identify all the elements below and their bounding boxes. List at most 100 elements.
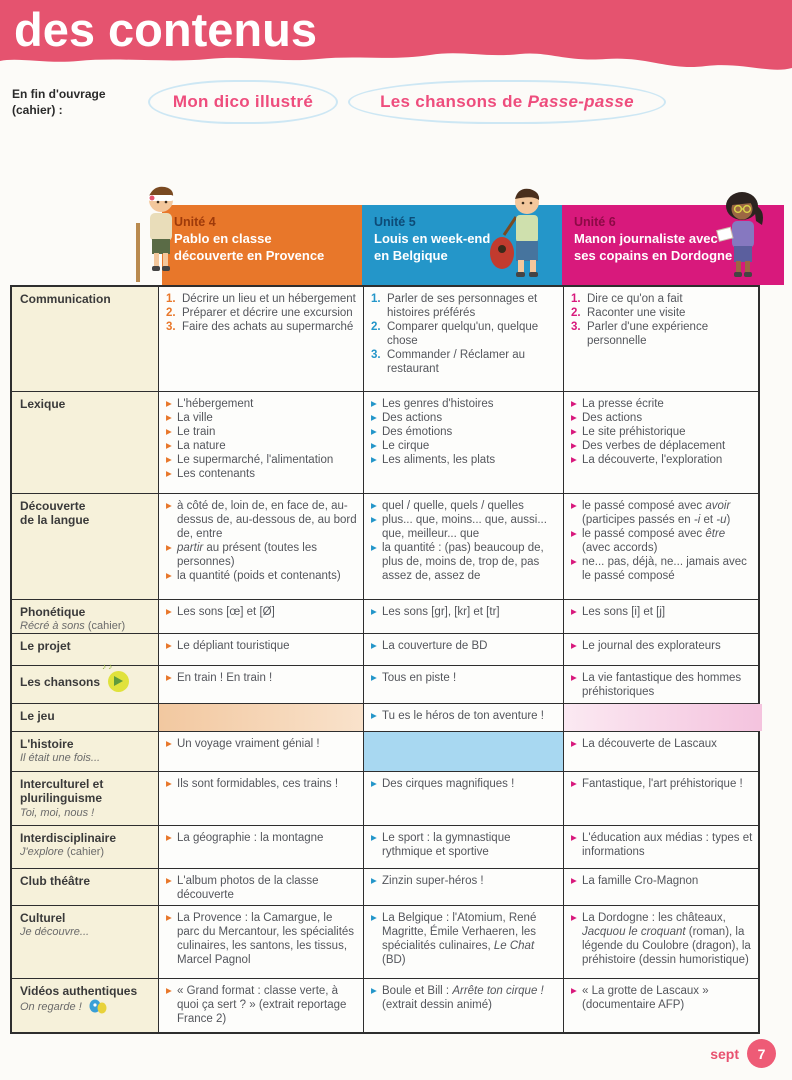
cell-item: ▶ La famille Cro-Magnon <box>571 874 756 888</box>
table-cell: ▶ La découverte de Lascaux <box>564 732 762 771</box>
row-label-cell: Interculturel et plurilinguisme Toi, moi,… <box>12 772 159 825</box>
item-text: « La grotte de Lascaux » (documentaire A… <box>582 985 709 1012</box>
bullet-icon: ▶ <box>166 454 172 464</box>
bullet-icon: ▶ <box>571 426 577 436</box>
row-label: L'histoire <box>20 737 74 751</box>
banner-background <box>0 0 792 70</box>
cell-item: 1. Décrire un lieu et un hébergement <box>166 292 357 306</box>
bullet-icon: ▶ <box>371 912 377 922</box>
item-text: La vie fantastique des hommes préhistori… <box>582 672 742 699</box>
bullet-icon: ▶ <box>166 985 172 995</box>
unit6-number: Unité 6 <box>574 215 616 229</box>
unit6-title: Manon journaliste avec ses copains en Do… <box>574 231 733 263</box>
table-cell: ▶ L'éducation aux médias : types et infor… <box>564 826 762 868</box>
bullet-icon: ▶ <box>371 875 377 885</box>
cell-item: ▶ Des cirques magnifiques ! <box>371 777 557 791</box>
cell-item: ▶ plus... que, moins... que, aussi... que… <box>371 513 557 541</box>
table-cell: 1. Dire ce qu'on a fait 2. Raconter une vis… <box>564 287 762 391</box>
bullet-icon: ▶ <box>371 412 377 422</box>
table-cell: 1. Décrire un lieu et un hébergement 2. Pré… <box>159 287 364 391</box>
table-cell: ▶ Fantastique, l'art préhistorique ! <box>564 772 762 825</box>
cell-item: ▶ L'hébergement <box>166 397 357 411</box>
bullet-icon: ▶ <box>166 398 172 408</box>
bullet-icon: ▶ <box>371 778 377 788</box>
table-cell: ▶ En train ! En train ! <box>159 666 364 703</box>
item-text: Préparer et décrire une excursion <box>182 307 353 320</box>
cell-item: ▶ Fantastique, l'art préhistorique ! <box>571 777 756 791</box>
table-cell: ▶ Un voyage vraiment génial ! <box>159 732 364 771</box>
row-sublabel: Je découvre... <box>20 926 90 939</box>
item-text: Tu es le héros de ton aventure ! <box>382 710 544 722</box>
chansons-link: Les chansons de Passe-passe <box>348 80 666 124</box>
cell-item: ▶ Les genres d'histoires <box>371 397 557 411</box>
item-text: La découverte, l'exploration <box>582 454 723 467</box>
cell-item: ▶ la quantité : (pas) beaucoup de, plus d… <box>371 541 557 583</box>
table-cell: ▶ Les sons [gr], [kr] et [tr] <box>364 600 564 633</box>
bullet-icon: ▶ <box>166 738 172 748</box>
bullet-icon: ▶ <box>571 454 577 464</box>
row-label-cell: Découverte de la langue <box>12 494 159 599</box>
bullet-icon: ▶ <box>571 500 577 510</box>
unit4-number: Unité 4 <box>174 215 216 229</box>
bullet-icon: ▶ <box>166 440 172 450</box>
item-text: Boule et Bill : Arrête ton cirque ! (ext… <box>382 985 544 1012</box>
row-label: Découverte de la langue <box>20 499 90 528</box>
item-text: Ils sont formidables, ces trains ! <box>177 778 339 790</box>
item-text: Le train <box>177 426 216 439</box>
item-text: Le supermarché, l'alimentation <box>177 454 334 467</box>
table-cell: ▶ Les genres d'histoires ▶ Des actions ▶ Des … <box>364 392 564 493</box>
cell-item: ▶ Des actions <box>371 411 557 425</box>
item-text: Des cirques magnifiques ! <box>382 778 515 790</box>
cell-item: ▶ La presse écrite <box>571 397 756 411</box>
table-cell: ▶ Le journal des explorateurs <box>564 634 762 665</box>
cell-item: ▶ ne... pas, déjà, ne... jamais avec le p… <box>571 555 756 583</box>
cell-item: ▶ « Grand format : classe verte, à quoi ç… <box>166 984 357 1026</box>
table-cell: ▶ La Provence : la Camargue, le parc du M… <box>159 906 364 978</box>
table-cell: ▶ quel / quelle, quels / quelles ▶ plus... … <box>364 494 564 599</box>
item-text: Le journal des explorateurs <box>582 640 721 652</box>
table-row: Vidéos authentiques On regarde ! ▶ « Grand … <box>12 978 758 1032</box>
page-title: des contenus <box>14 3 317 56</box>
bullet-icon: ▶ <box>571 606 577 616</box>
cell-item: ▶ quel / quelle, quels / quelles <box>371 499 557 513</box>
cell-item: 1. Dire ce qu'on a fait <box>571 292 756 306</box>
row-label: Le jeu <box>20 709 55 723</box>
table-row: Le jeu ▶ Tu es le héros de ton aventure ! <box>12 703 762 731</box>
bullet-icon: ▶ <box>371 710 377 720</box>
item-text: Commander / Réclamer au restaurant <box>387 349 526 376</box>
footer-month: sept <box>710 1045 739 1062</box>
bullet-icon: ▶ <box>371 832 377 842</box>
table-cell: ▶ Le sport : la gymnastique rythmique et … <box>364 826 564 868</box>
table-row: Découverte de la langue ▶ à côté de, loin … <box>12 493 758 599</box>
table-row: Culturel Je découvre... ▶ La Provence : la … <box>12 905 758 978</box>
bullet-icon: ▶ <box>166 875 172 885</box>
cell-item: ▶ Des émotions <box>371 425 557 439</box>
bullet-icon: ▶ <box>571 985 577 995</box>
cell-item: ▶ Le sport : la gymnastique rythmique et … <box>371 831 557 859</box>
row-sublabel: Récré à sons (cahier) <box>20 620 126 633</box>
row-label: Culturel <box>20 911 66 925</box>
table-cell: ▶ La vie fantastique des hommes préhistor… <box>564 666 762 703</box>
table-cell: ▶ La couverture de BD <box>364 634 564 665</box>
item-text: Parler de ses personnages et histoires p… <box>387 293 538 320</box>
item-text: Des actions <box>382 412 443 425</box>
bullet-icon: ▶ <box>371 514 377 524</box>
item-text: Les contenants <box>177 468 256 481</box>
table-cell: ▶ La famille Cro-Magnon <box>564 869 762 905</box>
row-label: Les chansons <box>20 662 152 692</box>
table-cell: ▶ Des cirques magnifiques ! <box>364 772 564 825</box>
item-text: Zinzin super-héros ! <box>382 875 484 887</box>
item-text: La presse écrite <box>582 398 664 410</box>
table-cell <box>159 704 364 731</box>
item-text: Des verbes de déplacement <box>582 440 726 453</box>
item-text: Le cirque <box>382 440 430 453</box>
row-label: Interdisciplinaire <box>20 831 117 845</box>
cell-item: ▶ Le cirque <box>371 439 557 453</box>
table-cell: ▶ Ils sont formidables, ces trains ! <box>159 772 364 825</box>
item-text: quel / quelle, quels / quelles <box>382 500 524 512</box>
row-label-cell: Les chansons <box>12 662 159 703</box>
table-cell: ▶ le passé composé avec avoir (participes… <box>564 494 762 599</box>
bullet-icon: ▶ <box>166 832 172 842</box>
table-row: Lexique ▶ L'hébergement ▶ La ville ▶ Le train ▶… <box>12 391 758 493</box>
item-text: Comparer quelqu'un, quelque chose <box>387 321 539 348</box>
